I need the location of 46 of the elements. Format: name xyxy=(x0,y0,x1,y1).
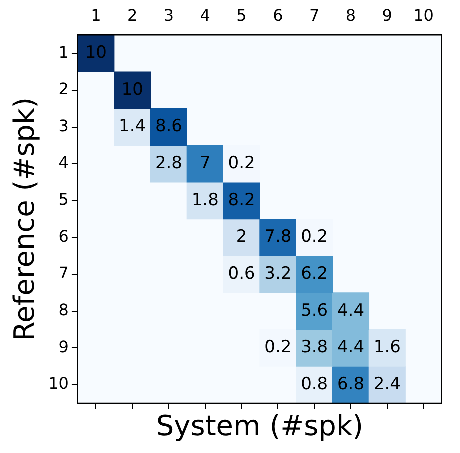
x-tick-label: 10 xyxy=(414,6,434,25)
data-label: 8.2 xyxy=(228,190,256,210)
x-axis-title: System (#spk) xyxy=(156,409,364,442)
y-axis-title: Reference (#spk) xyxy=(8,97,42,342)
y-tick-label: 4 xyxy=(58,153,69,172)
data-label: 0.8 xyxy=(301,374,328,394)
y-tick-label: 9 xyxy=(58,337,69,356)
data-label: 6.2 xyxy=(301,264,328,284)
y-tick-label: 2 xyxy=(58,80,69,99)
data-label: 3.8 xyxy=(301,338,328,358)
y-tick-label: 8 xyxy=(58,300,69,320)
x-tick-label: 7 xyxy=(309,6,320,25)
data-label: 0.2 xyxy=(264,338,292,358)
data-label: 1.8 xyxy=(192,190,219,210)
data-label: 3.2 xyxy=(264,264,292,284)
x-tick-label: 1 xyxy=(91,6,102,25)
y-tick-label: 10 xyxy=(48,374,69,394)
data-label: 0.6 xyxy=(228,264,256,284)
data-label: 4.4 xyxy=(337,338,365,358)
data-label: 7 xyxy=(200,153,211,174)
x-tick-label: 6 xyxy=(273,6,284,25)
y-tick-label: 7 xyxy=(58,264,69,283)
data-label: 2 xyxy=(236,227,248,248)
data-label: 2.8 xyxy=(155,153,182,174)
data-label: 10 xyxy=(122,80,144,100)
data-label: 1.4 xyxy=(119,116,146,137)
y-tick-label: 5 xyxy=(58,190,69,210)
data-label: 10 xyxy=(85,43,107,64)
data-label: 0.2 xyxy=(228,153,256,174)
x-tick-label: 2 xyxy=(127,6,138,25)
data-label: 5.6 xyxy=(301,300,328,321)
data-label: 4.4 xyxy=(337,300,365,321)
data-label: 8.6 xyxy=(155,116,182,137)
data-label: 0.2 xyxy=(301,227,328,248)
y-tick-label: 3 xyxy=(58,116,69,136)
y-tick-label: 6 xyxy=(58,226,69,246)
y-tick-label: 1 xyxy=(58,42,69,62)
x-tick-label: 9 xyxy=(382,6,392,25)
data-label: 2.4 xyxy=(374,374,401,394)
x-tick-label: 8 xyxy=(346,6,356,25)
x-tick-label: 4 xyxy=(200,6,210,25)
data-label: 6.8 xyxy=(337,374,365,394)
x-tick-label: 5 xyxy=(236,6,247,25)
data-label: 1.6 xyxy=(374,338,401,358)
data-label: 7.8 xyxy=(264,227,292,248)
x-tick-label: 3 xyxy=(164,6,174,25)
